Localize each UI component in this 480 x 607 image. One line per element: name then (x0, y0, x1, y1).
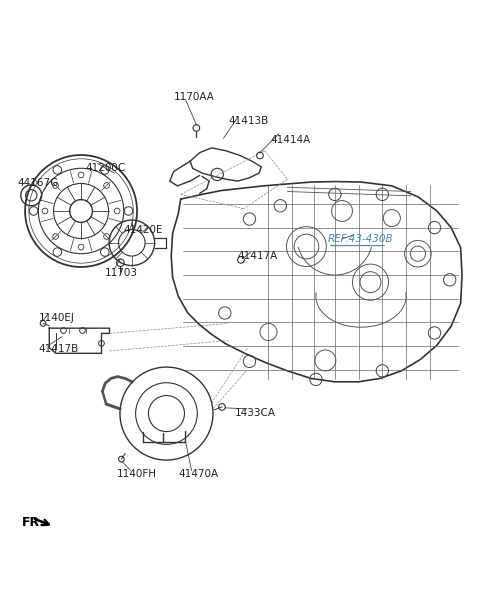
Text: 41200C: 41200C (86, 163, 126, 173)
Text: 41470A: 41470A (179, 469, 218, 480)
Text: 1433CA: 1433CA (235, 408, 276, 418)
Text: 1140EJ: 1140EJ (38, 313, 74, 323)
Text: 41413B: 41413B (228, 116, 268, 126)
Text: FR.: FR. (22, 516, 45, 529)
Text: 1140FH: 1140FH (117, 469, 156, 480)
Text: 11703: 11703 (105, 268, 138, 277)
Text: 41417B: 41417B (38, 344, 79, 353)
Text: 44167G: 44167G (17, 177, 58, 188)
Text: 41420E: 41420E (124, 225, 163, 235)
Text: 41417A: 41417A (238, 251, 278, 261)
Text: REF.43-430B: REF.43-430B (328, 234, 394, 245)
Text: 1170AA: 1170AA (174, 92, 215, 102)
Text: 41414A: 41414A (271, 135, 311, 145)
